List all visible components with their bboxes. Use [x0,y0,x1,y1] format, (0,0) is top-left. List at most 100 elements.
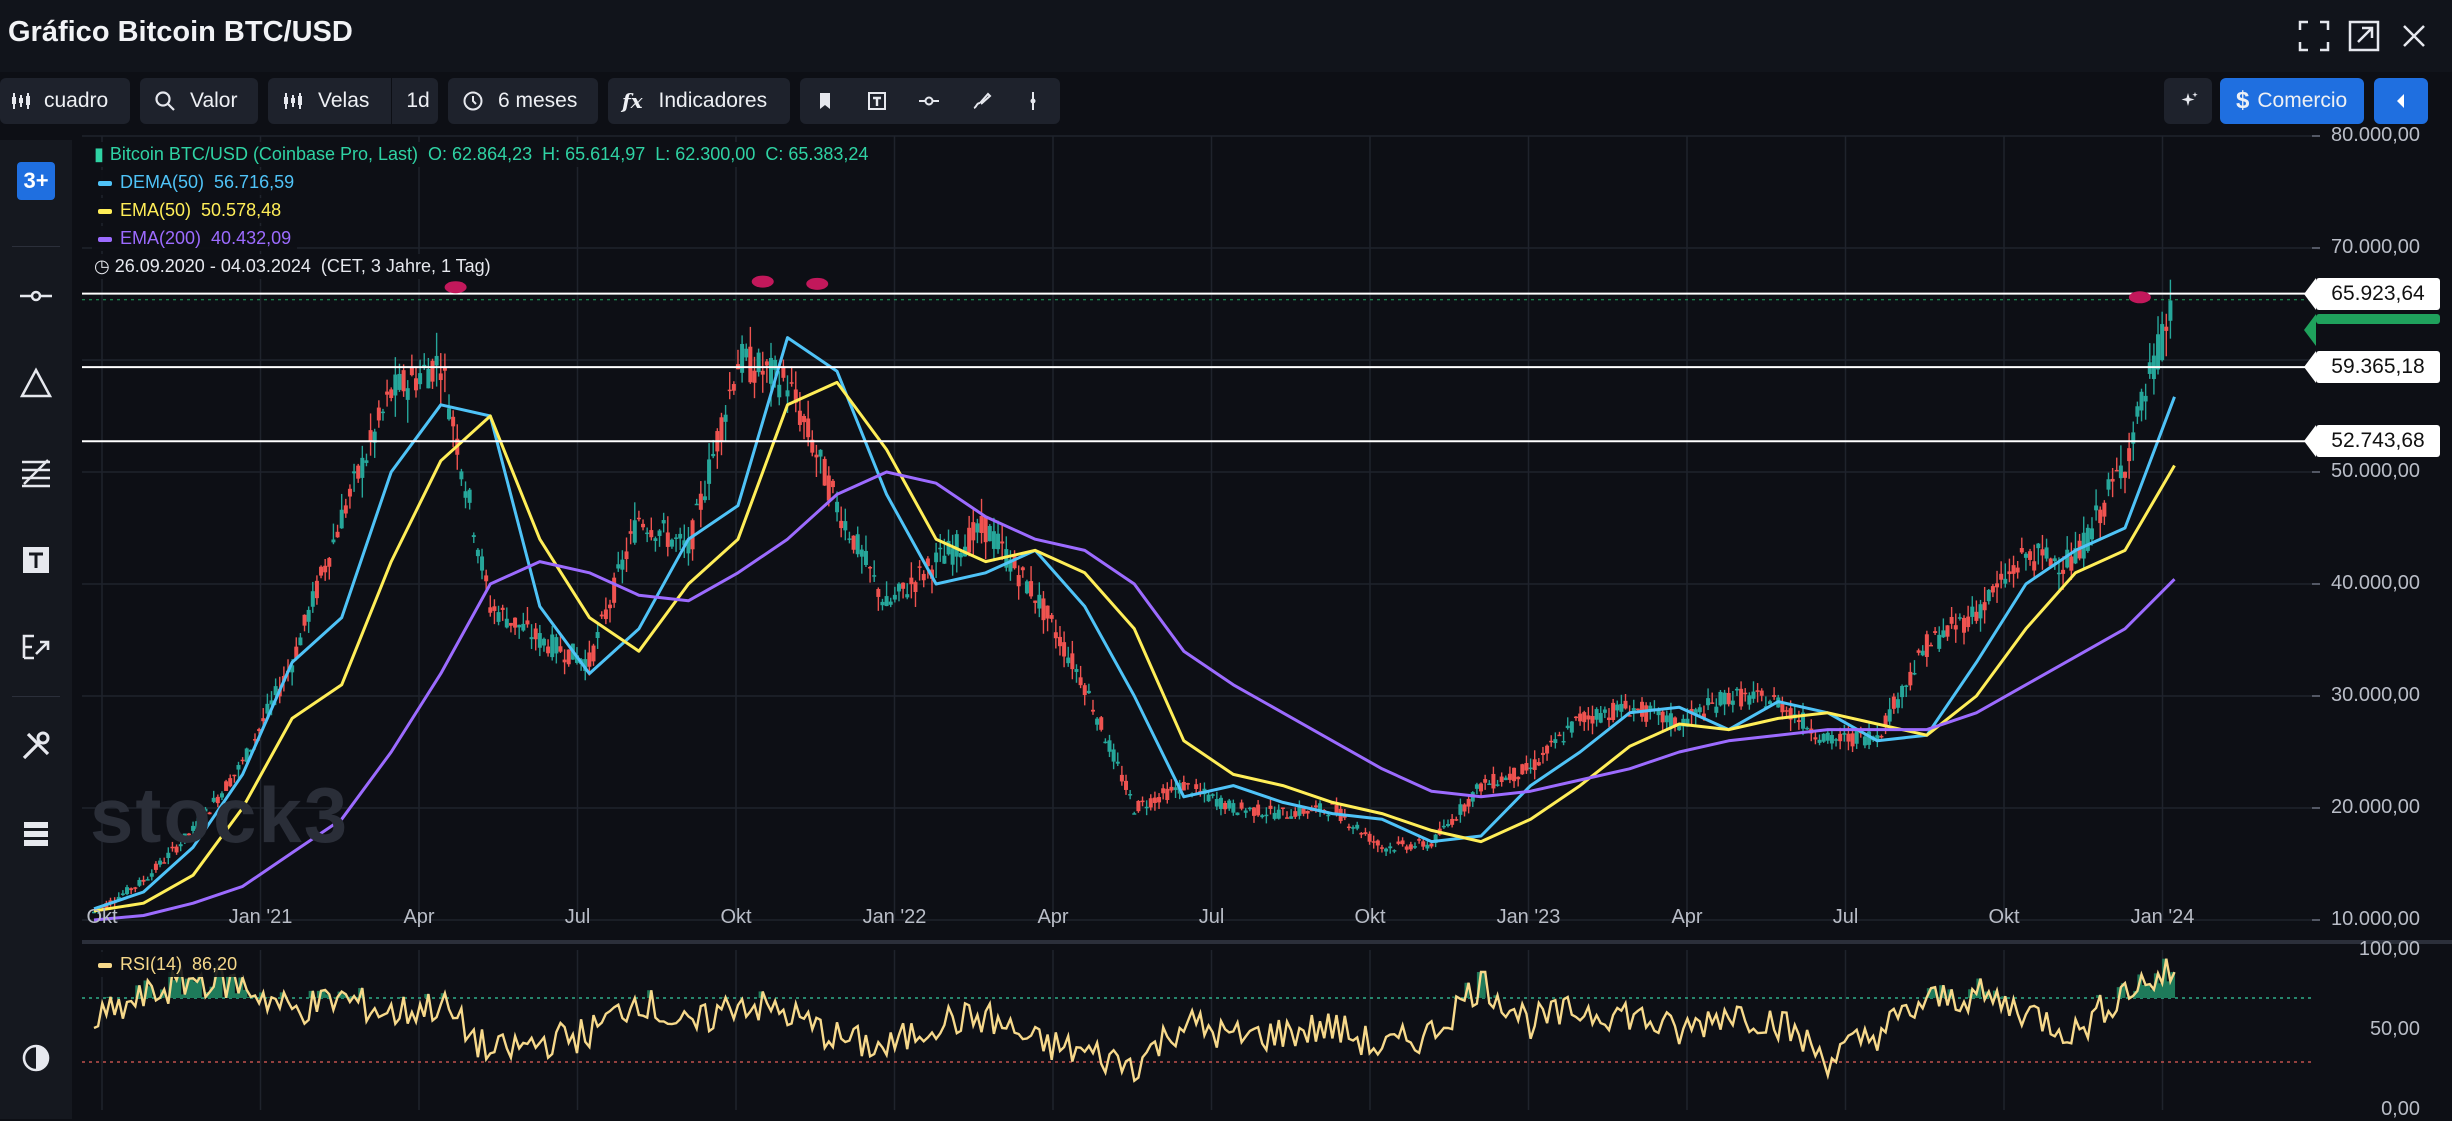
candle-body [1491,774,1495,788]
candle-body [2007,571,2011,574]
candle-body [1124,781,1128,790]
candle-body [2086,528,2090,551]
candle-body [918,566,922,568]
candle-body [1566,726,1570,728]
candle-body [1979,604,1983,618]
candle-body [1326,815,1330,817]
candle-body [1516,777,1520,779]
candle-body [1388,846,1392,848]
candle-body [315,581,319,598]
candle-body [880,602,884,605]
candle-body [1619,704,1623,712]
legend-symbol: Bitcoin BTC/USD (Coinbase Pro, Last) [110,144,418,164]
candle-body [777,385,781,398]
legend-high: H: 65.614,97 [542,144,645,164]
candle-body [1355,825,1359,829]
candle-body [823,459,827,486]
candle-body [459,471,463,479]
candle-body [1640,702,1644,717]
candle-body [1958,617,1962,619]
candle-body [1595,709,1599,720]
level-price-label[interactable]: 52.743,68 [2316,425,2440,457]
candle-body [1368,834,1372,842]
candle-body [707,459,711,483]
candle-body [2040,549,2044,555]
candle-body [1157,797,1161,802]
candle-body [1405,846,1409,849]
candle-body [653,538,657,541]
rsi-overbought-fill [193,982,198,998]
candle-body [1037,595,1041,609]
candle-body [703,496,707,500]
candle-body [550,635,554,658]
candle-body [1099,717,1103,730]
candle-body [2028,551,2032,560]
level-price-label[interactable]: 65.923,64 [2316,278,2440,310]
candle-body [1735,689,1739,691]
candle-body [1987,590,1991,601]
candle-body [1268,806,1272,809]
candle-body [2164,327,2168,331]
candle-body [897,584,901,592]
clock-icon: ◷ [94,256,110,276]
candle-body [402,370,406,391]
signal-marker [445,281,467,293]
candle-body [1661,712,1665,723]
candle-body [1136,801,1140,811]
candle-body [1842,733,1846,735]
legend-ema200-label: EMA(200) [120,228,201,248]
y-tick-label: 70.000,00 [2331,236,2420,259]
candle-body [1289,816,1293,819]
candle-body [2144,396,2148,402]
rsi-overbought-fill [2146,984,2151,998]
rsi-overbought-fill [181,994,186,998]
candle-body [658,530,662,535]
candle-body [1834,739,1838,741]
candle-body [1458,804,1462,815]
candle-body [1029,581,1033,596]
candle-body [468,490,472,503]
candle-body [1169,787,1173,791]
legend-ema50: EMA(50) 50.578,48 [92,198,287,223]
candle-body [1083,685,1087,695]
candle-body [2012,565,2016,574]
candle-body [1442,826,1446,828]
candle-body [129,888,133,890]
candle-body [1095,719,1099,725]
candle-body [1991,586,1995,592]
candle-body [331,539,335,542]
legend-rsi-value: 86,20 [192,954,237,974]
candle-body [1231,803,1235,813]
candle-body [1718,692,1722,705]
candle-body [600,615,604,617]
candle-body [1838,734,1842,741]
candle-body [913,582,917,592]
candle-body [1665,715,1669,722]
candle-body [1743,693,1747,695]
candle-body [1751,692,1755,699]
legend-close: C: 65.383,24 [765,144,868,164]
candle-body [1421,841,1425,846]
candle-body [1219,798,1223,809]
candle-body [955,534,959,557]
candle-body [1533,759,1537,770]
candle-body [2045,547,2049,558]
candle-body [1120,775,1124,782]
level-price-label[interactable]: 59.365,18 [2316,351,2440,383]
candle-body [2111,479,2115,482]
candle-body [1603,709,1607,712]
candle-body [1277,810,1281,819]
candle-body [1376,840,1380,845]
candle-body [757,353,761,373]
candle-body [1302,808,1306,814]
x-tick-label: Apr [1671,906,1702,929]
candle-body [1017,575,1021,586]
candle-body [484,575,488,581]
candle-body [2140,392,2144,411]
candle-body [967,528,971,553]
candle-body [464,491,468,498]
candles-icon: ▮ [94,144,104,164]
candle-body [971,522,975,540]
candle-body [1508,774,1512,780]
